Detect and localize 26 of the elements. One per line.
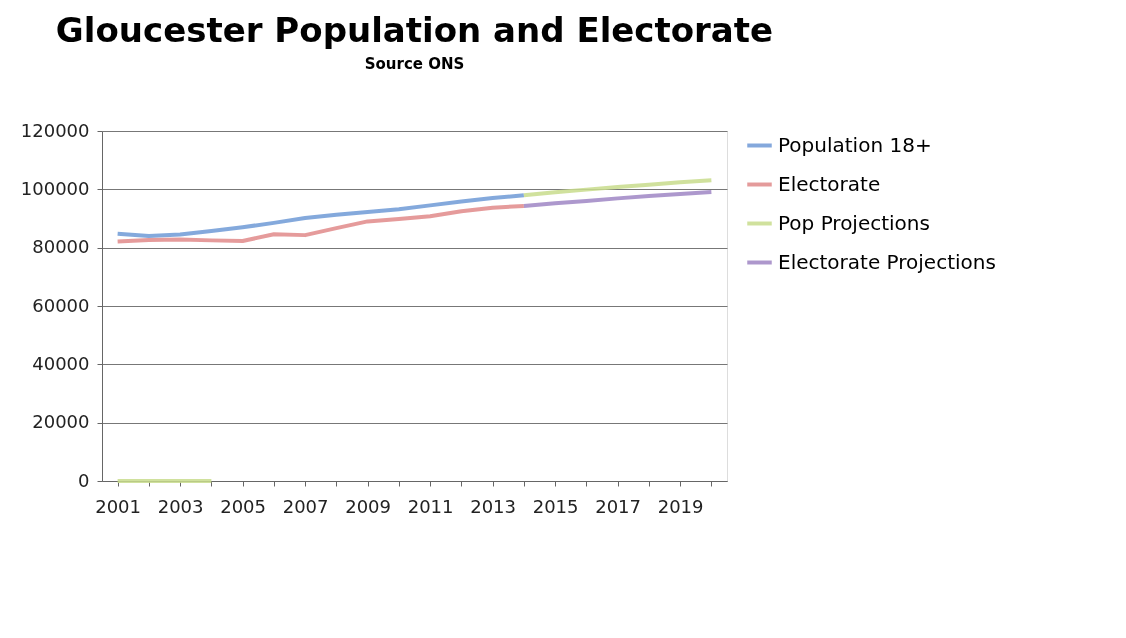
line-series [115, 203, 526, 244]
x-tick-label: 2003 [157, 495, 204, 517]
x-tick-label: 2017 [595, 495, 642, 517]
y-tick-label: 120000 [20, 119, 90, 141]
x-tick-label: 2011 [407, 495, 454, 517]
legend-label: Population 18+ [778, 132, 932, 157]
y-tick-label: 0 [78, 469, 90, 491]
y-tick-label: 60000 [32, 294, 90, 316]
legend-label: Electorate Projections [778, 249, 996, 274]
x-tick-label: 2001 [95, 495, 142, 517]
y-tick-label: 20000 [32, 411, 90, 433]
y-tick-label: 80000 [32, 236, 90, 258]
legend-label: Electorate [778, 171, 881, 196]
x-tick-label: 2005 [220, 495, 267, 517]
line-series [115, 193, 526, 238]
x-tick-label: 2013 [470, 495, 517, 517]
y-tick-label: 100000 [20, 177, 90, 199]
x-tick-label: 2015 [532, 495, 579, 517]
x-tick-label: 2019 [657, 495, 704, 517]
chart-title: Gloucester Population and Electorate [55, 10, 774, 50]
chart-subtitle: Source ONS [364, 55, 465, 73]
legend-label: Pop Projections [778, 210, 930, 235]
y-tick-label: 40000 [32, 352, 90, 374]
x-tick-label: 2007 [282, 495, 329, 517]
x-tick-label: 2009 [345, 495, 392, 517]
line-series [521, 189, 714, 208]
